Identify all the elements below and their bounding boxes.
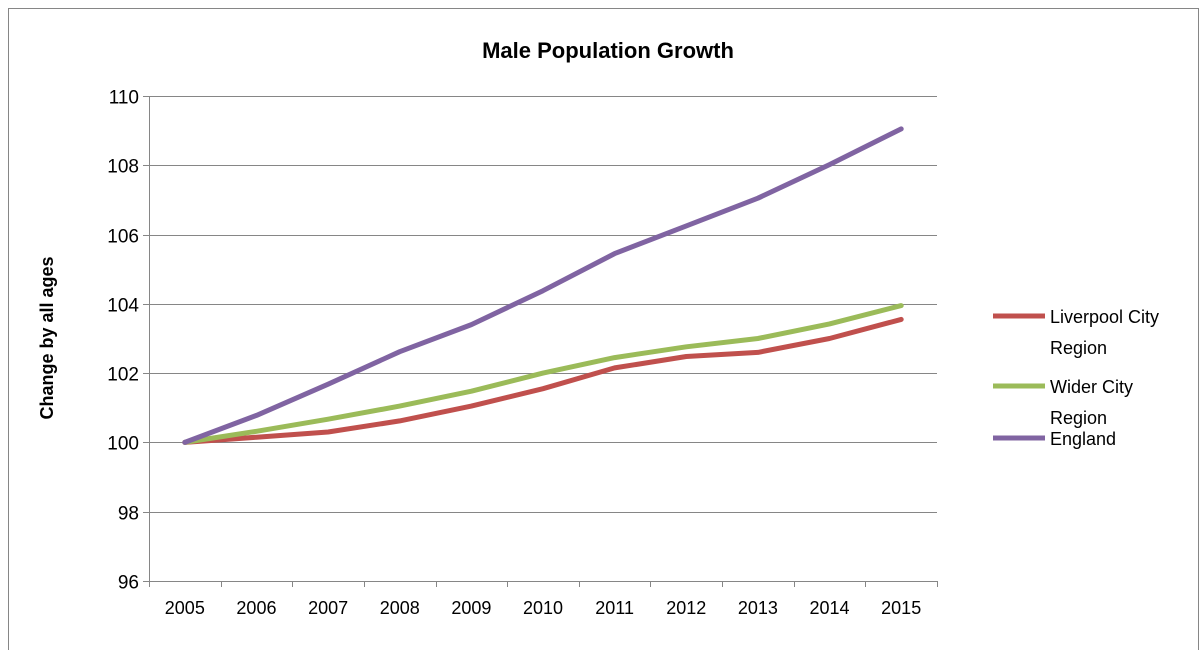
- chart-border: [8, 8, 1199, 654]
- y-tick-label: 108: [107, 157, 139, 178]
- x-tick-label: 2013: [738, 598, 778, 618]
- legend-label: England: [1050, 429, 1116, 449]
- y-tick-label: 98: [118, 504, 139, 525]
- y-tick-label: 102: [107, 365, 139, 386]
- y-axis-label: Change by all ages: [37, 256, 57, 419]
- axes: [143, 96, 938, 587]
- chart-title: Male Population Growth: [482, 38, 734, 63]
- series-line-wider-city-region: [182, 303, 904, 445]
- y-tick-label: 100: [107, 434, 139, 455]
- legend-item: Wider City Region: [993, 377, 1133, 428]
- legend-item: Liverpool City Region: [993, 307, 1159, 358]
- x-tick-label: 2005: [165, 598, 205, 618]
- legend-label: Liverpool City: [1050, 307, 1159, 327]
- x-tick-label: 2006: [236, 598, 276, 618]
- legend-item: England: [993, 429, 1116, 449]
- legend-label: Wider City: [1050, 377, 1133, 397]
- y-tick-label: 110: [109, 88, 139, 109]
- y-tick-label: 106: [107, 227, 139, 248]
- series-line-england: [182, 126, 904, 445]
- y-tick-label: 96: [118, 573, 139, 594]
- legend-label: Region: [1050, 338, 1107, 358]
- x-tick-label: 2010: [523, 598, 563, 618]
- x-tick-label: 2011: [595, 598, 634, 618]
- legend-label: Region: [1050, 408, 1107, 428]
- x-tick-label: 2015: [881, 598, 921, 618]
- x-tick-labels: 2005 2006 2007 2008 2009 2010 2011 2012 2013 2014…: [165, 598, 921, 618]
- x-tick-label: 2007: [308, 598, 348, 618]
- y-tick-label: 104: [107, 296, 139, 317]
- series-line-liverpool-city-region: [182, 316, 904, 445]
- x-tick-label: 2009: [451, 598, 491, 618]
- series-lines: [182, 126, 904, 445]
- x-tick-label: 2014: [810, 598, 850, 618]
- y-tick-labels: 96 98 100 102 104 106 108 110: [107, 88, 139, 594]
- x-tick-label: 2012: [666, 598, 706, 618]
- x-tick-label: 2008: [380, 598, 420, 618]
